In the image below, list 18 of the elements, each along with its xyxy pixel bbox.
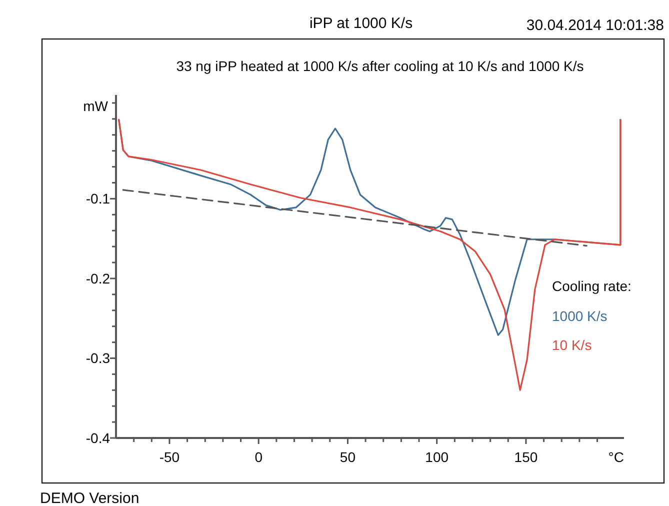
y-tick-label: -0.3	[86, 350, 110, 366]
chart-subtitle: 33 ng iPP heated at 1000 K/s after cooling at 10 K/s and 1000 K/s	[176, 58, 584, 74]
y-axis-title: mW	[83, 98, 109, 114]
y-tick-label: -0.2	[86, 270, 110, 286]
x-tick-label: -50	[159, 449, 180, 465]
series-label: 10 K/s	[552, 337, 592, 353]
x-tick-label: 0	[254, 449, 263, 465]
text: DEMO Version	[40, 490, 140, 506]
text: 30.04.2014 10:01:38	[526, 17, 664, 34]
x-axis-title: °C	[608, 449, 624, 465]
x-tick-label: 50	[340, 449, 356, 465]
x-tick-label: 100	[425, 449, 449, 465]
x-tick-label: 150	[514, 449, 538, 465]
text: 1000 K/s	[552, 308, 608, 324]
chart-title: iPP at 1000 K/s	[309, 15, 413, 32]
y-tick-label: -0.4	[86, 430, 110, 446]
y-tick-label: -0.1	[86, 190, 110, 207]
legend-title: Cooling rate:	[552, 278, 632, 294]
